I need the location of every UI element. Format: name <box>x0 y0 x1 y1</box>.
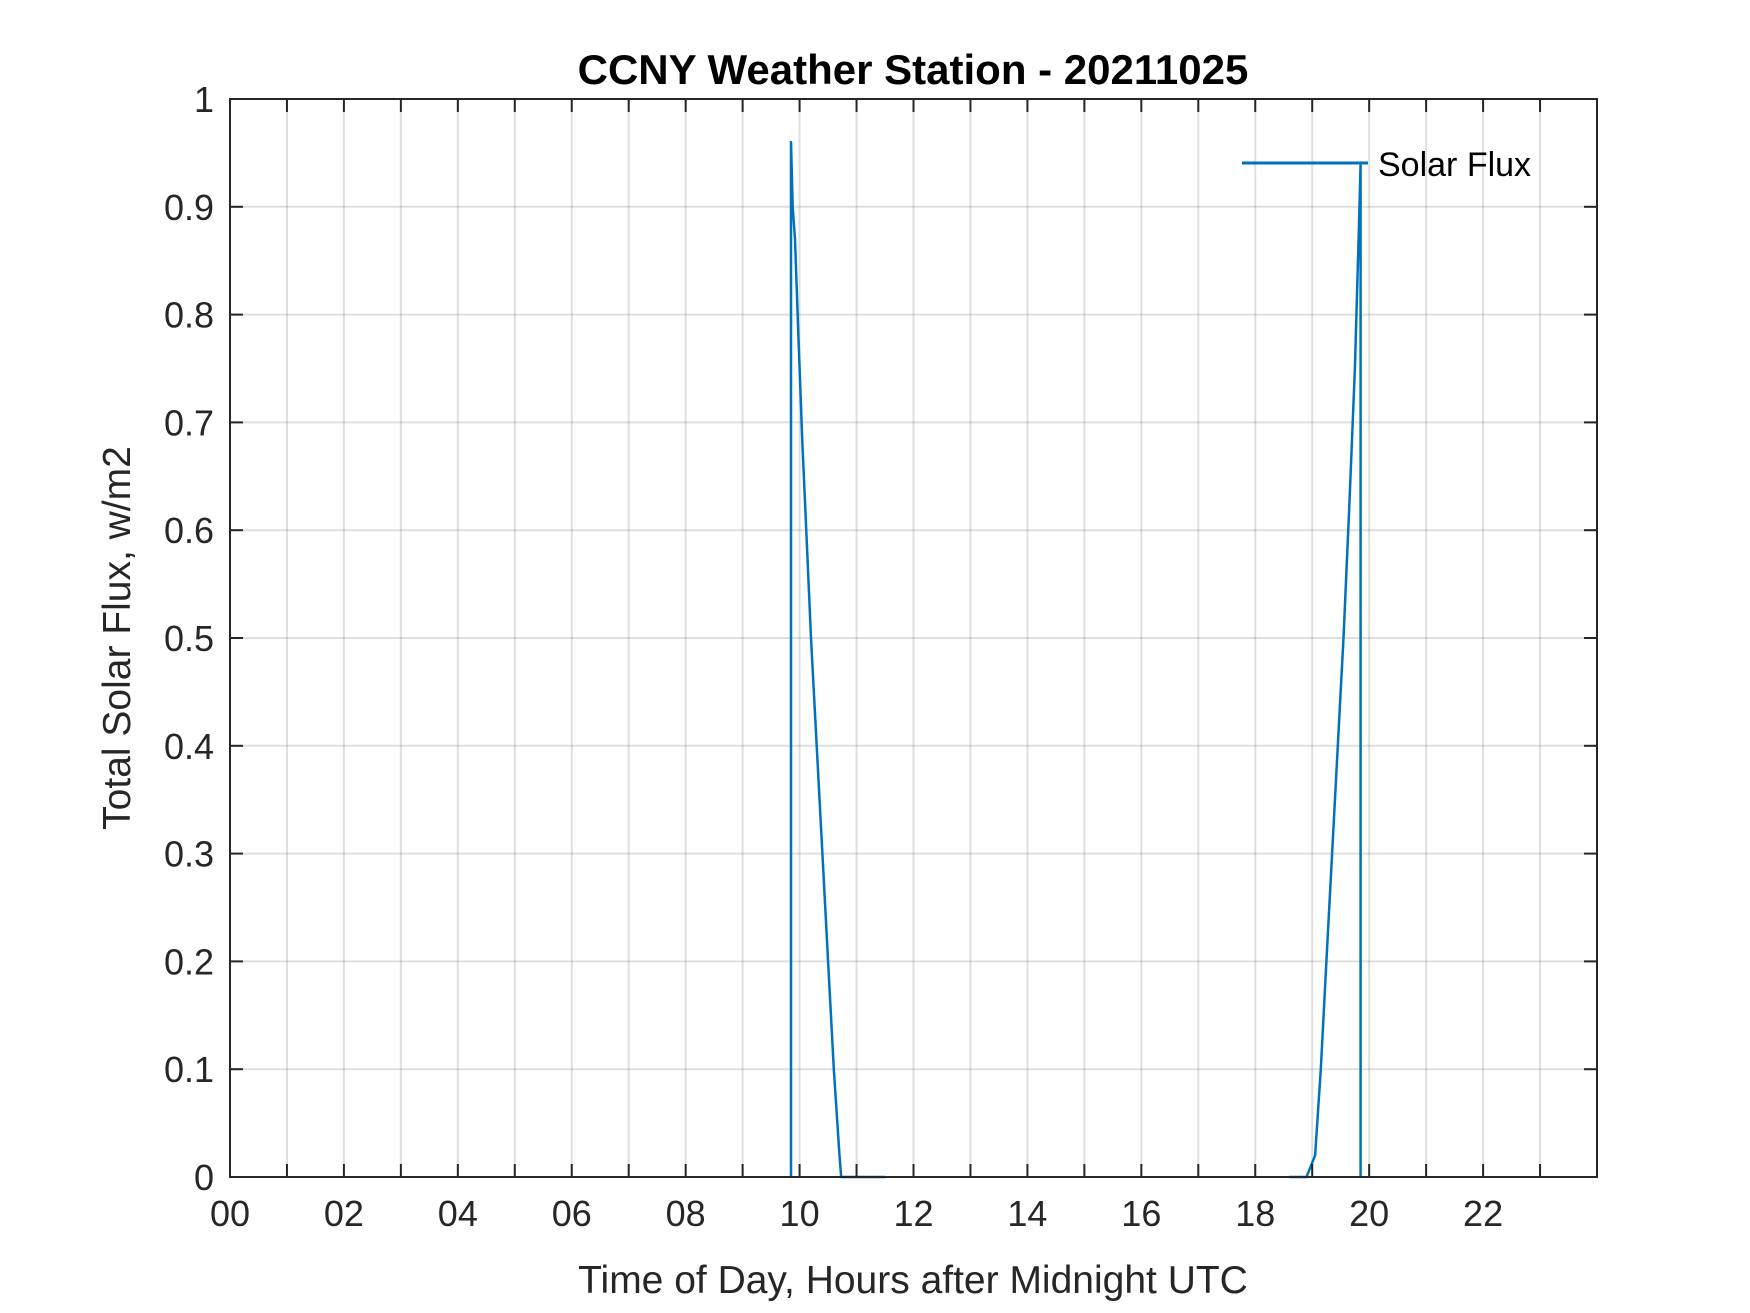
y-tick-label: 0.9 <box>164 187 214 228</box>
x-tick-label: 02 <box>324 1193 364 1234</box>
x-tick-label: 22 <box>1463 1193 1503 1234</box>
legend-label-solar-flux: Solar Flux <box>1378 146 1531 184</box>
ticks <box>230 98 1597 1178</box>
chart-title: CCNY Weather Station - 20211025 <box>578 46 1249 93</box>
y-tick-label: 0.8 <box>164 295 214 336</box>
y-tick-label: 0.2 <box>164 941 214 982</box>
y-tick-label: 0.5 <box>164 618 214 659</box>
x-axis-label: Time of Day, Hours after Midnight UTC <box>578 1259 1248 1302</box>
x-tick-labels: 00 02 04 06 08 10 12 14 16 18 20 22 <box>210 1193 1503 1234</box>
x-tick-label: 14 <box>1007 1193 1047 1234</box>
x-tick-label: 20 <box>1349 1193 1389 1234</box>
x-tick-label: 00 <box>210 1193 250 1234</box>
y-tick-label: 0.7 <box>164 402 214 443</box>
x-tick-label: 18 <box>1235 1193 1275 1234</box>
x-tick-label: 08 <box>666 1193 706 1234</box>
y-axis-label: Total Solar Flux, w/m2 <box>96 446 139 830</box>
y-tick-label: 0.1 <box>164 1049 214 1090</box>
x-tick-label: 10 <box>780 1193 820 1234</box>
y-tick-label: 0 <box>194 1157 214 1198</box>
series-line-solar-flux <box>1289 162 1362 1179</box>
plot-area <box>230 99 1597 1177</box>
y-tick-label: 0.4 <box>164 726 214 767</box>
x-tick-label: 06 <box>552 1193 592 1234</box>
y-tick-label: 0.6 <box>164 510 214 551</box>
y-tick-label: 1 <box>194 79 214 120</box>
legend: Solar Flux <box>1242 146 1531 184</box>
x-tick-label: 16 <box>1121 1193 1161 1234</box>
grid <box>230 99 1597 1177</box>
x-tick-label: 04 <box>438 1193 478 1234</box>
y-tick-label: 0.3 <box>164 834 214 875</box>
y-tick-labels: 0 0.1 0.2 0.3 0.4 0.5 0.6 0.7 0.8 0.9 1 <box>164 79 214 1198</box>
x-tick-label: 12 <box>893 1193 933 1234</box>
